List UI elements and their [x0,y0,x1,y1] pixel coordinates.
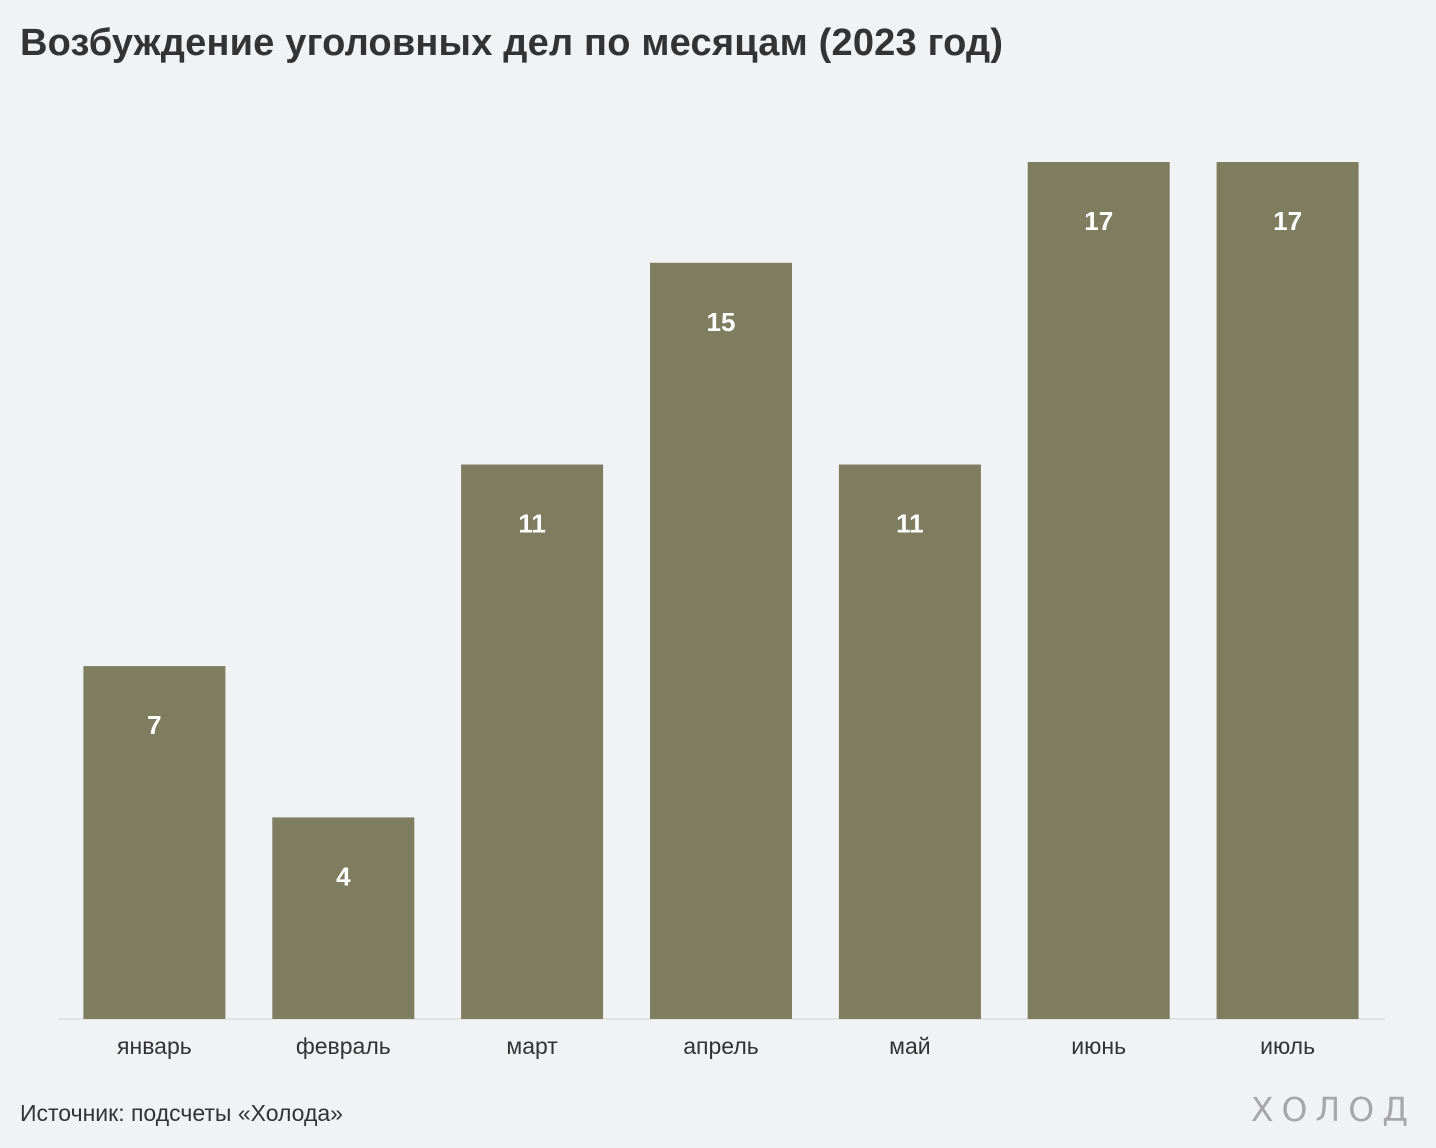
x-tick-label-2: март [506,1033,558,1059]
bar-3 [650,262,792,1019]
bar-0 [83,666,226,1019]
chart-title: Возбуждение уголовных дел по месяцам (20… [20,22,1004,64]
bar-4 [838,464,981,1019]
bar-1 [272,817,415,1019]
bar-2 [461,464,604,1019]
bar-5 [1027,162,1170,1019]
brand-logo: ХОЛОД [1250,1090,1416,1129]
data-label-3: 15 [707,307,736,337]
data-label-0: 7 [147,710,161,740]
bars-group: 7 январь 4 февраль 11 март 15 апрель 11 май 17 июнь… [83,162,1359,1059]
data-label-4: 11 [896,509,924,539]
data-label-6: 17 [1273,206,1302,236]
x-tick-label-6: июль [1260,1033,1315,1059]
x-tick-label-5: июнь [1071,1033,1126,1059]
x-tick-label-0: январь [117,1033,192,1059]
x-tick-label-4: май [889,1033,930,1059]
source-note: Источник: подсчеты «Холода» [20,1100,343,1126]
x-tick-label-1: февраль [296,1033,391,1059]
data-label-2: 11 [518,509,546,539]
bar-6 [1216,162,1359,1019]
x-tick-label-3: апрель [683,1033,758,1059]
data-label-1: 4 [336,861,351,891]
data-label-5: 17 [1084,206,1113,236]
